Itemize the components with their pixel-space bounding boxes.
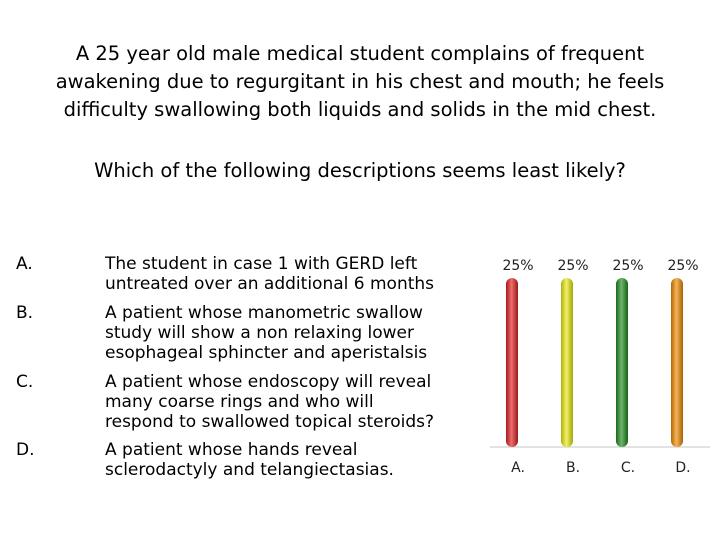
data-label: 25% (502, 258, 533, 274)
option-line: untreated over an additional 6 months (105, 274, 435, 294)
option-text-d: A patient whose hands reveal sclerodacty… (105, 440, 465, 480)
option-line: esophageal sphincter and aperistalsis (105, 343, 428, 363)
bar-c (616, 278, 628, 447)
option-line: A patient whose hands reveal (105, 440, 358, 460)
option-line: A patient whose endoscopy will reveal (105, 372, 432, 392)
option-line: many coarse rings and who will (105, 392, 374, 412)
category-label: B. (566, 460, 580, 476)
option-text-b: A patient whose manometric swallow study… (105, 303, 465, 363)
question-prompt: Which of the following descriptions seem… (94, 159, 626, 182)
option-line: respond to swallowed topical steroids? (105, 412, 435, 432)
question-text: A 25 year old male medical student compl… (30, 40, 690, 124)
option-line: The student in case 1 with GERD left (105, 254, 418, 274)
bar-d (671, 278, 683, 447)
response-chart: 25% A. 25% B. 25% C. 25% D. (490, 258, 710, 476)
question-line: awakening due to regurgitant in his ches… (55, 70, 665, 93)
option-line: sclerodactyly and telangiectasias. (105, 460, 394, 480)
category-label: A. (511, 460, 525, 476)
option-letter-c: C. (16, 372, 34, 392)
bar-a (506, 278, 518, 447)
option-line: A patient whose manometric swallow (105, 303, 423, 323)
category-label: D. (675, 460, 690, 476)
data-label: 25% (667, 258, 698, 274)
option-letter-b: B. (16, 303, 34, 323)
question-line: difficulty swallowing both liquids and s… (63, 98, 657, 121)
data-label: 25% (557, 258, 588, 274)
option-line: study will show a non relaxing lower (105, 323, 414, 343)
option-letter-d: D. (16, 440, 35, 460)
option-text-c: A patient whose endoscopy will reveal ma… (105, 372, 465, 432)
question-line: A 25 year old male medical student compl… (75, 42, 645, 65)
category-label: C. (621, 460, 635, 476)
option-text-a: The student in case 1 with GERD left unt… (105, 254, 465, 294)
option-letter-a: A. (16, 254, 33, 274)
bar-b (561, 278, 573, 447)
data-label: 25% (612, 258, 643, 274)
